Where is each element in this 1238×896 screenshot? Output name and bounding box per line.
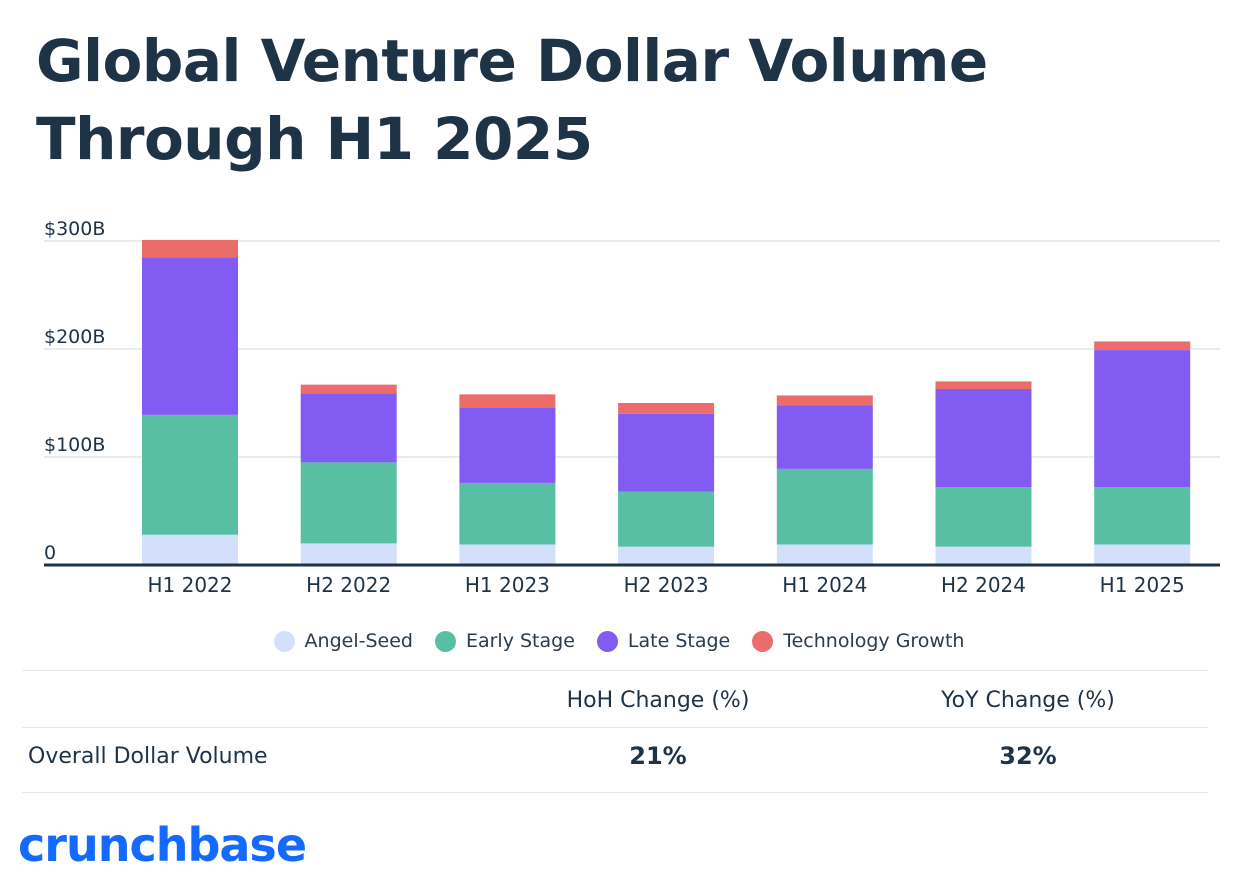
legend-label: Late Stage xyxy=(627,630,731,652)
bar-segment xyxy=(459,394,556,408)
legend: Angel-Seed Early Stage Late Stage Technolog… xyxy=(0,630,1238,652)
bar-segment xyxy=(459,407,556,483)
bar-segment xyxy=(300,462,397,544)
bar-segment xyxy=(776,405,873,469)
bar-segment xyxy=(776,544,873,565)
legend-label: Angel-Seed xyxy=(304,630,413,652)
table-top-divider xyxy=(22,670,1208,671)
table-header-divider xyxy=(22,727,1208,728)
bar-segment xyxy=(776,395,873,406)
legend-item: Late Stage xyxy=(596,630,731,652)
legend-label: Early Stage xyxy=(465,630,575,652)
legend-swatch xyxy=(434,630,456,652)
bar-segment xyxy=(618,403,715,414)
legend-swatch xyxy=(752,630,774,652)
bar-segment xyxy=(1094,350,1191,488)
y-tick-label: $100B xyxy=(44,434,105,456)
bar-segment xyxy=(300,393,397,463)
bar-segment xyxy=(776,468,873,545)
bar-segment xyxy=(1094,487,1191,545)
bar-segment xyxy=(459,482,556,545)
bar-segment xyxy=(935,546,1032,565)
bar-segment xyxy=(300,384,397,394)
table-bottom-divider xyxy=(22,792,1208,793)
legend-item: Technology Growth xyxy=(752,630,964,652)
hoh-change-header: HoH Change (%) xyxy=(566,688,750,713)
stacked-bar-chart: $300B $200B $100B 0 H1 2022 H2 2022 H1 2023 H2 … xyxy=(44,218,1220,597)
bar-segment xyxy=(142,257,238,415)
bar-segment xyxy=(935,487,1032,547)
yoy-change-value: 32% xyxy=(999,742,1057,770)
overall-dollar-volume-label: Overall Dollar Volume xyxy=(28,744,268,769)
x-tick-label: H1 2025 xyxy=(1100,573,1185,597)
y-tick-label: 0 xyxy=(44,542,56,564)
yoy-change-header: YoY Change (%) xyxy=(941,688,1115,713)
hoh-change-value: 21% xyxy=(629,742,687,770)
legend-item: Angel-Seed xyxy=(273,630,413,652)
y-tick-label: $300B xyxy=(44,218,105,240)
bar-segment xyxy=(935,388,1032,488)
x-tick-label: H1 2023 xyxy=(465,573,550,597)
bar-segment xyxy=(618,546,715,565)
bar-segment xyxy=(935,381,1032,389)
legend-label: Technology Growth xyxy=(783,630,965,652)
bar-segment xyxy=(300,543,397,565)
bar-segment xyxy=(618,491,715,547)
x-tick-label: H2 2023 xyxy=(624,573,709,597)
bar-segment xyxy=(1094,341,1191,351)
x-tick-label: H2 2024 xyxy=(941,573,1026,597)
bar-segment xyxy=(142,534,238,565)
x-tick-label: H2 2022 xyxy=(306,573,391,597)
legend-item: Early Stage xyxy=(434,630,575,652)
bar-segment xyxy=(459,544,556,565)
x-tick-label: H1 2024 xyxy=(782,573,867,597)
crunchbase-logo: crunchbase xyxy=(18,818,307,872)
bar-segment xyxy=(1094,544,1191,565)
bar-segment xyxy=(142,239,238,258)
bar-segment xyxy=(618,413,715,492)
legend-swatch xyxy=(273,630,295,652)
bar-segment xyxy=(142,414,238,535)
x-tick-label: H1 2022 xyxy=(147,573,232,597)
legend-swatch xyxy=(596,630,618,652)
y-tick-label: $200B xyxy=(44,326,105,348)
chart-title: Global Venture Dollar Volume Through H1 … xyxy=(36,27,988,173)
